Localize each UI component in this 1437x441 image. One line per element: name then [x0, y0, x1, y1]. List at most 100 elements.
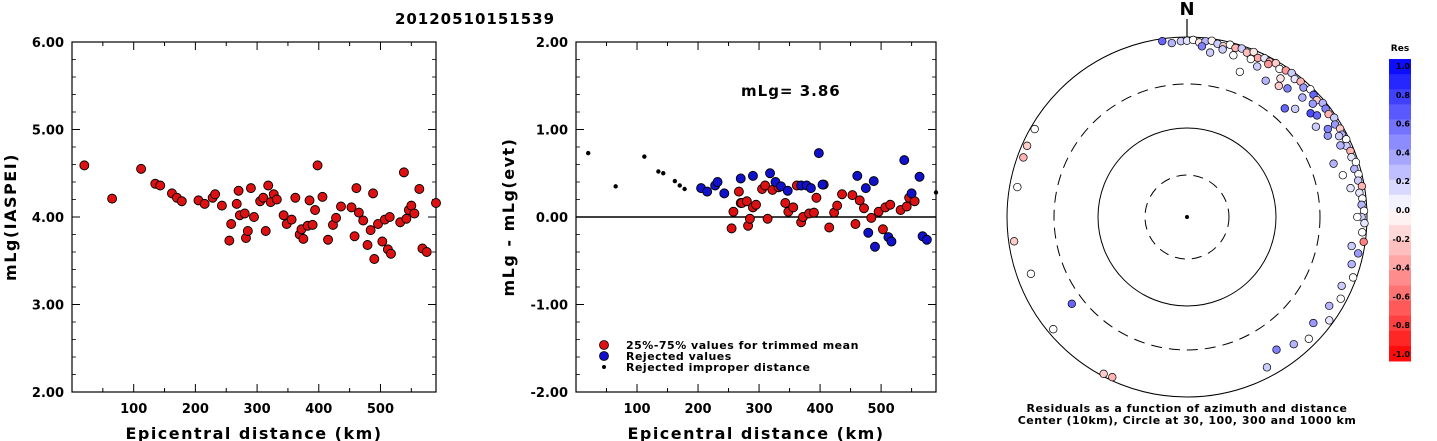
x-tick-label: 100 [623, 402, 650, 417]
colorbar-cell [1389, 210, 1411, 226]
colorbar-cell [1389, 330, 1411, 347]
data-point [239, 208, 250, 219]
polar-data-point [1308, 99, 1317, 108]
colorbar-cell [1389, 74, 1411, 90]
polar-data-point [1304, 334, 1313, 343]
data-point [263, 180, 274, 191]
data-point-trimmed-mean [850, 219, 861, 229]
polar-data-point [1299, 83, 1308, 92]
ring-300km [1053, 83, 1321, 351]
y-axis-label: mLg(IASPEI) [1, 153, 20, 281]
polar-data-point [1067, 299, 1076, 308]
panel-residual-vs-distance: 100 200 300 400 500 -2.00 -1.00 0.00 1.00 2.00 mL… [499, 36, 939, 441]
polar-data-point [1351, 157, 1361, 167]
y-tick-label: -1.00 [531, 299, 568, 314]
polar-data-point [1030, 124, 1039, 134]
data-point-trimmed-mean [859, 203, 869, 214]
data-point [304, 195, 315, 206]
polar-data-point [1249, 47, 1258, 57]
data-point-rejected [765, 168, 775, 179]
colorbar-cell [1389, 300, 1411, 317]
polar-data-point [1330, 113, 1339, 122]
polar-data-point [1309, 318, 1318, 328]
x-tick-label: 500 [868, 402, 895, 417]
data-point [249, 212, 259, 222]
data-point-improper-distance [677, 183, 682, 188]
polar-data-point [1019, 153, 1028, 162]
polar-data-point [1262, 363, 1272, 372]
caption-line-2: Center (10km), Circle at 30, 100, 300 an… [1018, 414, 1357, 427]
y-tick-label: 3.00 [32, 299, 64, 314]
axis-ticks: 100 200 300 400 500 -2.00 -1.00 0.00 1.00 2.00 [531, 36, 936, 417]
colorbar-ticks: 1.0 0.8 0.6 0.4 0.2 0.0 -0.2 -0.4 -0.6 -0.8 -1.0 [1393, 62, 1411, 359]
data-point-trimmed-mean [780, 198, 791, 208]
data-point [401, 213, 412, 224]
polar-data-point [1167, 38, 1176, 48]
colorbar-tick-label: 1.0 [1396, 62, 1411, 71]
colorbar-title: Res [1391, 44, 1409, 54]
data-point-trimmed-mean [726, 223, 737, 234]
data-point-rejected [921, 234, 932, 245]
x-axis-label: Epicentral distance (km) [125, 424, 382, 441]
data-point [245, 183, 256, 194]
data-points [586, 148, 939, 252]
polar-data-point [1197, 42, 1207, 51]
colorbar-cell [1389, 345, 1411, 362]
data-point [310, 205, 321, 215]
x-tick-label: 400 [806, 402, 833, 417]
mean-magnitude-annotation: mLg= 3.86 [741, 82, 841, 100]
colorbar-cell [1389, 270, 1411, 286]
data-point [365, 225, 376, 236]
data-point-trimmed-mean [854, 195, 865, 206]
colorbar-cell [1389, 225, 1411, 241]
data-point-trimmed-mean [751, 199, 761, 210]
data-point-rejected [860, 183, 871, 194]
data-point-trimmed-mean [877, 224, 888, 235]
data-point [176, 196, 187, 207]
colorbar-cell [1389, 285, 1411, 302]
data-point-trimmed-mean [866, 212, 877, 223]
polar-data-point [1354, 249, 1363, 258]
polar-data-point [1013, 182, 1022, 192]
colorbar-cell [1389, 134, 1411, 151]
north-label: N [1179, 0, 1194, 20]
y-axis-label: mLg - mLg(evt) [499, 138, 518, 297]
data-point-improper-distance [682, 186, 687, 192]
data-points [79, 160, 441, 264]
x-tick-label: 200 [684, 402, 711, 417]
x-tick-label: 100 [120, 402, 147, 417]
polar-data-point [1353, 212, 1362, 222]
polar-data-point [1336, 294, 1345, 303]
data-point-rejected [702, 186, 713, 197]
polar-data-point [1325, 316, 1334, 325]
center-point [1185, 215, 1189, 219]
data-point-rejected [863, 227, 874, 238]
data-point-improper-distance [642, 154, 647, 159]
data-point-trimmed-mean [811, 192, 822, 203]
data-point-improper-distance [586, 150, 591, 156]
data-point [386, 248, 396, 259]
data-point-trimmed-mean [762, 213, 773, 224]
polar-data-point [1099, 369, 1108, 378]
data-point-rejected [712, 177, 723, 187]
data-point-improper-distance [613, 184, 618, 189]
polar-data-point [1290, 104, 1300, 114]
data-point [317, 191, 328, 202]
polar-data-point [1276, 74, 1285, 83]
polar-data-point [1359, 237, 1368, 246]
data-point-trimmed-mean [733, 186, 744, 197]
data-point-rejected [870, 241, 880, 252]
data-point [233, 185, 244, 196]
y-tick-label: 5.00 [32, 124, 64, 139]
colorbar-cell [1389, 240, 1411, 256]
data-point-rejected [813, 148, 824, 159]
ring-100km [1097, 127, 1277, 307]
data-point [323, 234, 333, 245]
data-point [278, 210, 289, 221]
colorbar-cells [1389, 59, 1411, 362]
data-point [398, 167, 409, 178]
data-point [414, 184, 425, 194]
data-point-rejected [747, 170, 758, 181]
data-point [369, 254, 380, 264]
